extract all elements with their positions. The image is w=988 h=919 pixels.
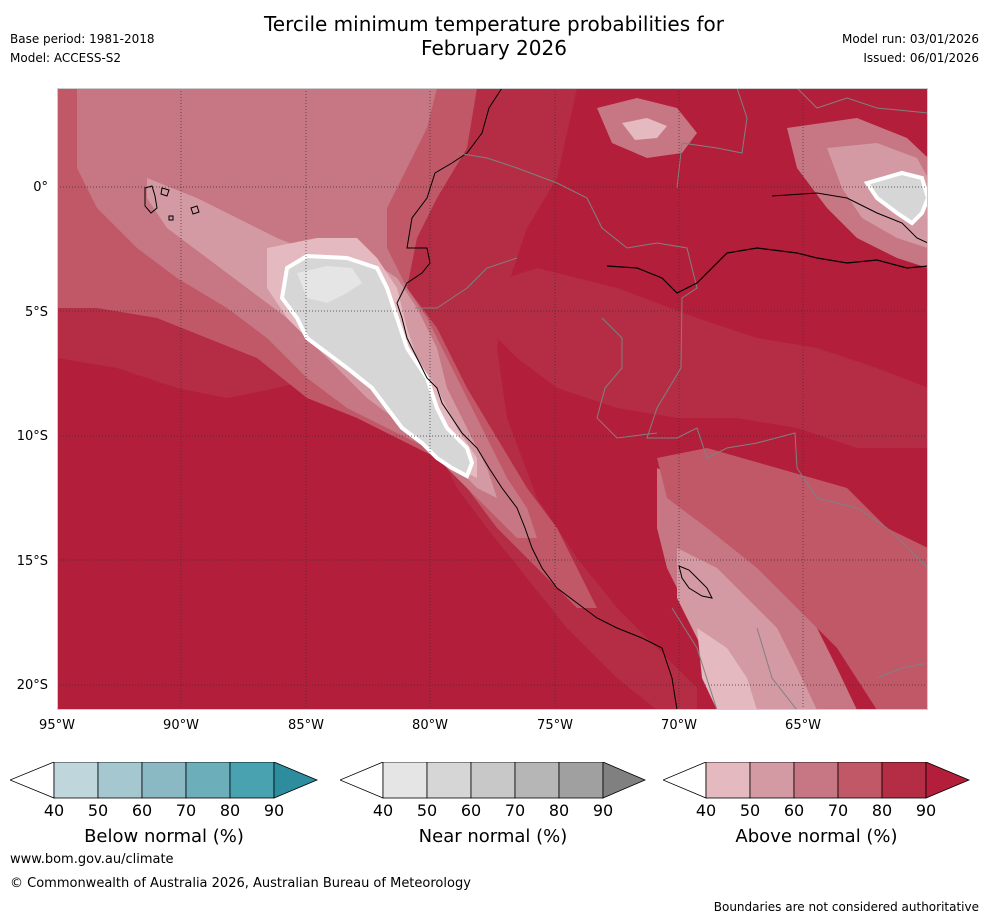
cb-near-tick-60: 60 bbox=[460, 801, 482, 820]
cb-below-bin-3 bbox=[141, 762, 187, 799]
cb-below-tick-80: 80 bbox=[219, 801, 241, 820]
lon-label-70w: 70°W bbox=[661, 718, 697, 733]
amazon-river bbox=[606, 247, 928, 294]
lon-label-90w: 90°W bbox=[163, 718, 199, 733]
lon-label-65w: 65°W bbox=[785, 718, 821, 733]
cb-above-bin-1 bbox=[705, 762, 751, 799]
cb-near-tick-80: 80 bbox=[548, 801, 570, 820]
map-title: Tercile minimum temperature probabilitie… bbox=[0, 12, 988, 60]
map-gridlines bbox=[57, 88, 928, 710]
cb-below-bin-2 bbox=[97, 762, 143, 799]
cb-near-arrow-left bbox=[340, 762, 384, 799]
cb-above-tick-70: 70 bbox=[827, 801, 849, 820]
colorbar-below-normal bbox=[10, 762, 318, 799]
model-run-text: Model run: 03/01/2026 bbox=[841, 32, 979, 46]
lon-label-95w: 95°W bbox=[39, 718, 75, 733]
lat-label-5s: 5°S bbox=[24, 305, 48, 320]
cb-near-bin-4 bbox=[514, 762, 560, 799]
cb-below-bin-5 bbox=[229, 762, 275, 799]
title-line-1: Tercile minimum temperature probabilitie… bbox=[263, 12, 725, 36]
lat-label-20s: 20°S bbox=[16, 678, 48, 693]
region-above-60-andes bbox=[657, 468, 857, 710]
lat-label-0: 0° bbox=[33, 180, 48, 195]
region-above-40-andes bbox=[697, 628, 757, 710]
river-negro bbox=[771, 192, 928, 244]
cb-above-bin-2 bbox=[749, 762, 795, 799]
cb-near-tick-40: 40 bbox=[372, 801, 394, 820]
cb-above-tick-60: 60 bbox=[783, 801, 805, 820]
cb-above-arrow-right bbox=[925, 762, 970, 799]
cb-near-bin-1 bbox=[382, 762, 428, 799]
region-near-normal-northeast bbox=[863, 170, 928, 226]
cb-below-tick-70: 70 bbox=[175, 801, 197, 820]
lon-label-75w: 75°W bbox=[537, 718, 573, 733]
disclaimer-text: Boundaries are not considered authoritat… bbox=[713, 900, 979, 914]
lat-label-15s: 15°S bbox=[16, 554, 48, 569]
cb-near-bin-5 bbox=[558, 762, 604, 799]
region-above-40-north bbox=[622, 118, 667, 140]
lat-label-10s: 10°S bbox=[16, 429, 48, 444]
cb-above-bin-3 bbox=[793, 762, 839, 799]
region-above-80-interior bbox=[477, 268, 928, 448]
lon-label-85w: 85°W bbox=[288, 718, 324, 733]
cb-below-title: Below normal (%) bbox=[84, 826, 244, 847]
region-near-normal-coast-light bbox=[297, 266, 362, 303]
cb-above-bin-4 bbox=[837, 762, 883, 799]
lon-label-80w: 80°W bbox=[412, 718, 448, 733]
cb-above-tick-50: 50 bbox=[739, 801, 761, 820]
cb-above-tick-90: 90 bbox=[915, 801, 937, 820]
base-period-text: Base period: 1981-2018 bbox=[10, 32, 155, 46]
cb-above-title: Above normal (%) bbox=[735, 826, 898, 847]
colorbar-near-normal bbox=[340, 762, 646, 799]
galapagos-islands bbox=[144, 185, 200, 221]
cb-above-tick-40: 40 bbox=[695, 801, 717, 820]
cb-below-tick-40: 40 bbox=[43, 801, 65, 820]
cb-near-bin-3 bbox=[470, 762, 516, 799]
cb-near-tick-90: 90 bbox=[592, 801, 614, 820]
region-above-50-andes bbox=[677, 548, 817, 710]
cb-above-tick-80: 80 bbox=[871, 801, 893, 820]
model-text: Model: ACCESS-S2 bbox=[10, 51, 122, 65]
region-near-normal-coast bbox=[279, 253, 475, 479]
cb-above-arrow-left bbox=[663, 762, 707, 799]
colorbar-above-normal bbox=[663, 762, 970, 799]
region-above-70-interior bbox=[657, 448, 928, 710]
issued-text: Issued: 06/01/2026 bbox=[863, 51, 979, 65]
website-link[interactable]: www.bom.gov.au/climate bbox=[10, 852, 174, 867]
lake-titicaca bbox=[678, 565, 713, 599]
title-line-2: February 2026 bbox=[421, 36, 567, 60]
map-frame bbox=[57, 88, 928, 710]
cb-below-bin-4 bbox=[185, 762, 231, 799]
cb-below-arrow-right bbox=[273, 762, 318, 799]
cb-below-bin-1 bbox=[53, 762, 99, 799]
coastline bbox=[396, 88, 678, 710]
cb-above-bin-5 bbox=[881, 762, 927, 799]
cb-near-bin-2 bbox=[426, 762, 472, 799]
country-borders bbox=[415, 88, 928, 710]
cb-near-arrow-right bbox=[602, 762, 646, 799]
cb-below-tick-50: 50 bbox=[87, 801, 109, 820]
copyright-text: © Commonwealth of Australia 2026, Austra… bbox=[10, 876, 471, 891]
cb-near-tick-50: 50 bbox=[416, 801, 438, 820]
cb-below-arrow-left bbox=[10, 762, 55, 799]
probability-map bbox=[57, 88, 928, 710]
cb-near-title: Near normal (%) bbox=[418, 826, 568, 847]
cb-below-tick-60: 60 bbox=[131, 801, 153, 820]
cb-below-tick-90: 90 bbox=[263, 801, 285, 820]
cb-near-tick-70: 70 bbox=[504, 801, 526, 820]
